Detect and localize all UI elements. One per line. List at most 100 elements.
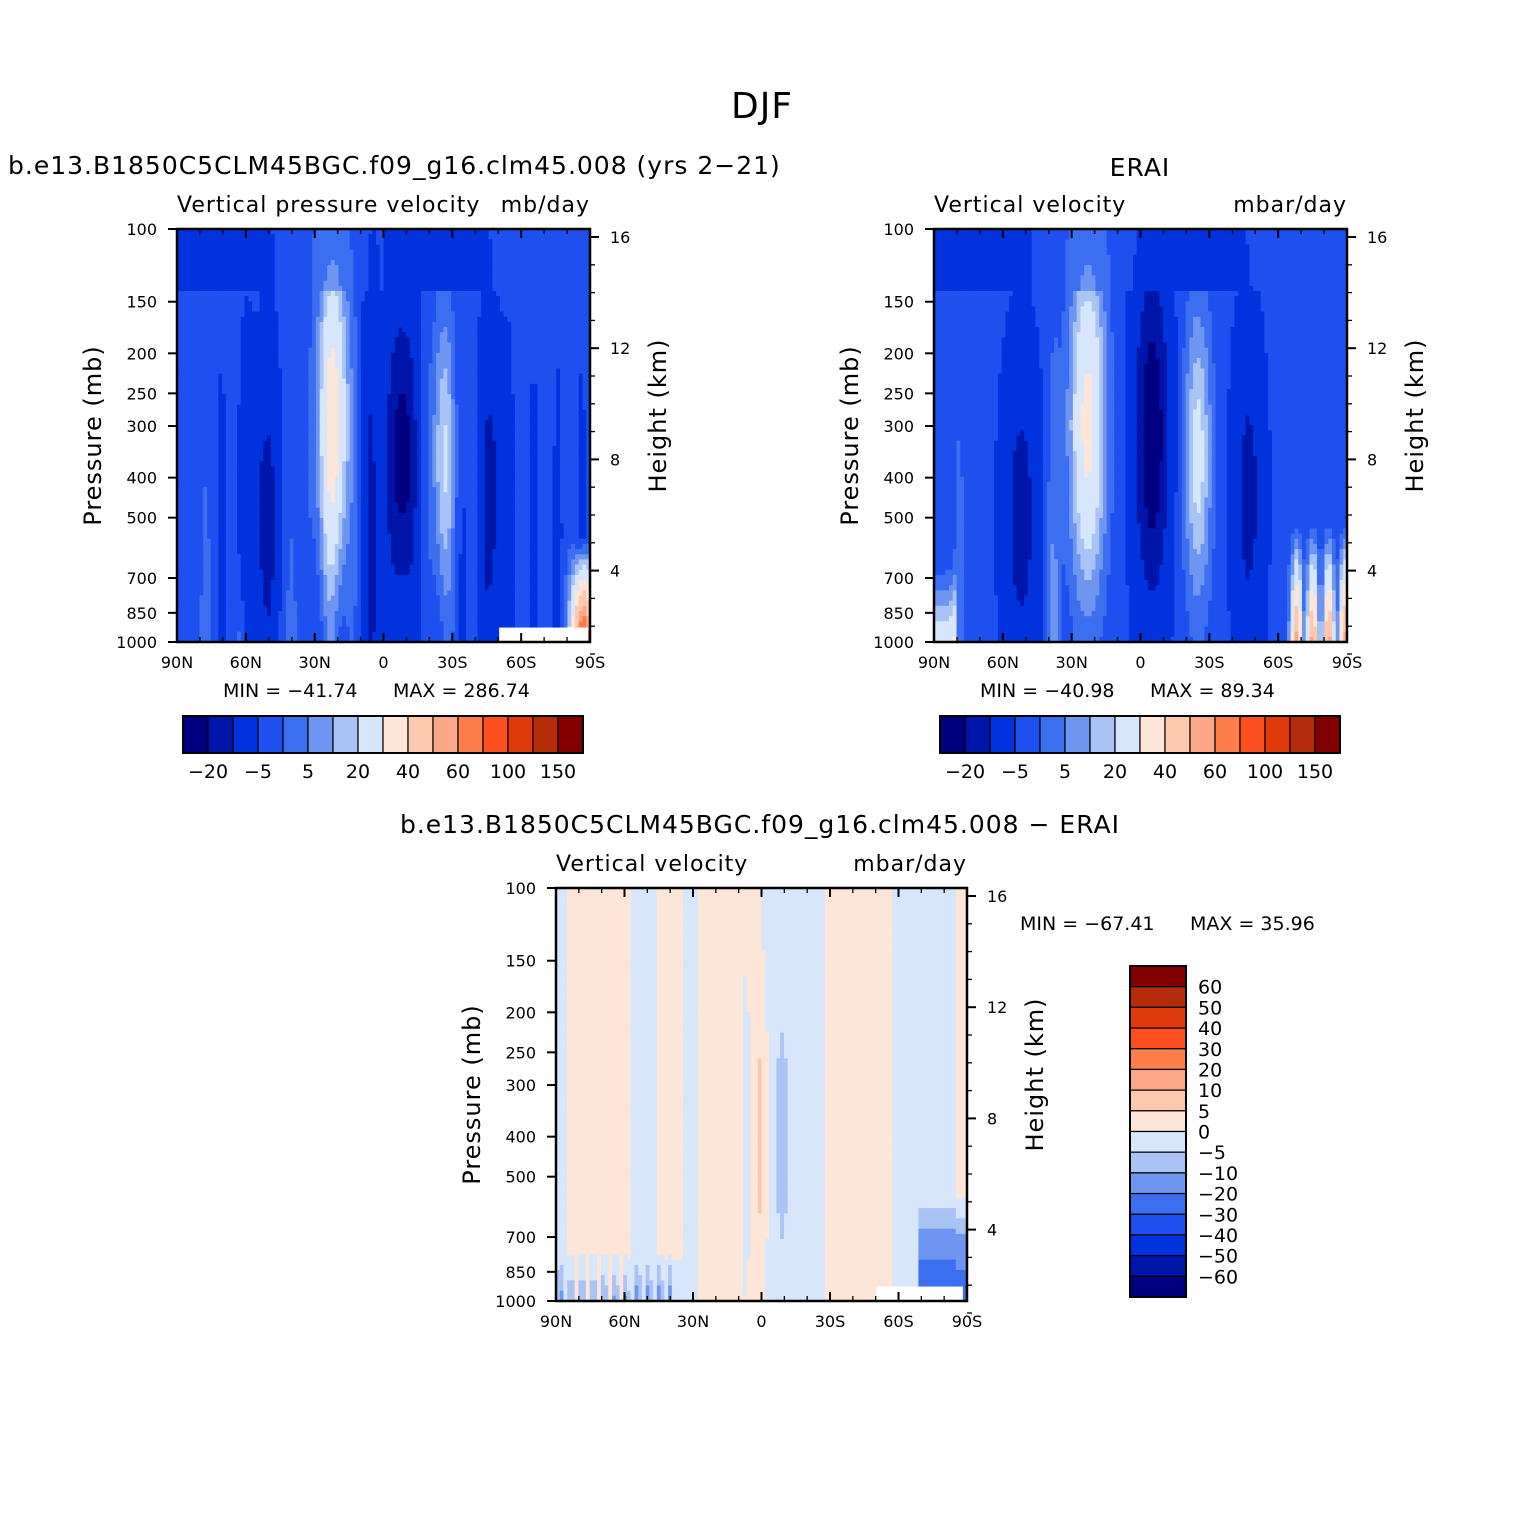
model-colorbar-label: −5 [244, 761, 272, 783]
missing-data-mask [877, 1287, 963, 1301]
model-units-label: mb/day [501, 193, 590, 218]
diff-xtick-label: 60S [883, 1312, 914, 1331]
diff-colorbar-label: 0 [1198, 1122, 1210, 1144]
model-colorbar-label: 20 [346, 761, 370, 783]
obs-colorbar-label: 5 [1059, 761, 1071, 783]
model-colorbar-swatch [408, 716, 433, 753]
obs-units-label: mbar/day [1233, 193, 1347, 218]
diff-colorbar-label: −30 [1198, 1204, 1238, 1226]
model-colorbar-swatch [508, 716, 533, 753]
obs-y2tick-label: 16 [1367, 228, 1387, 247]
obs-y2tick-label: 12 [1367, 339, 1387, 358]
obs-colorbar-swatch [1090, 716, 1115, 753]
obs-max-label: MAX = 89.34 [1150, 680, 1275, 702]
diff-colorbar-swatch [1130, 1256, 1186, 1277]
figure-canvas: 90N 60N 30N 0 30S 60S 90S100150200250300400500… [0, 0, 1524, 1524]
obs-colorbar-label: 100 [1247, 761, 1283, 783]
obs-colorbar-swatch [965, 716, 990, 753]
diff-ytick-label: 150 [505, 952, 536, 971]
obs-colorbar-swatch [1140, 716, 1165, 753]
model-y2tick-label: 4 [610, 562, 620, 581]
diff-field [556, 888, 968, 1302]
diff-ytick-label: 850 [505, 1263, 536, 1282]
model-colorbar-swatch [283, 716, 308, 753]
diff-colorbar-label: 50 [1198, 997, 1222, 1019]
model-colorbar-swatch [433, 716, 458, 753]
model-xtick-label: 0 [378, 653, 388, 672]
diff-ytick-label: 500 [505, 1168, 536, 1187]
model-variable-label: Vertical pressure velocity [177, 193, 480, 218]
diff-colorbar-swatch [1130, 1132, 1186, 1153]
obs-colorbar-swatch [1190, 716, 1215, 753]
model-colorbar-swatch [308, 716, 333, 753]
diff-colorbar-label: −50 [1198, 1246, 1238, 1268]
model-colorbar-label: 60 [446, 761, 470, 783]
model-colorbar-swatch [358, 716, 383, 753]
obs-colorbar: −20 −5 5 20 40 60 100 150 [940, 716, 1340, 783]
obs-y2label: Height (km) [1401, 339, 1429, 493]
obs-xtick-label: 90N [918, 653, 950, 672]
obs-ytick-label: 500 [883, 509, 914, 528]
model-colorbar-swatch [258, 716, 283, 753]
model-colorbar-swatch [483, 716, 508, 753]
obs-y2tick-label: 4 [1367, 562, 1377, 581]
diff-colorbar-swatch [1130, 1173, 1186, 1194]
obs-ytick-label: 400 [883, 469, 914, 488]
diff-colorbar-label: −40 [1198, 1225, 1238, 1247]
obs-ytick-label: 850 [883, 604, 914, 623]
obs-xtick-label: 30S [1194, 653, 1225, 672]
diff-colorbar-label: −10 [1198, 1163, 1238, 1185]
diff-ytick-label: 300 [505, 1076, 536, 1095]
obs-colorbar-label: 150 [1297, 761, 1333, 783]
diff-colorbar-label: −20 [1198, 1184, 1238, 1206]
model-y2tick-label: 16 [610, 228, 630, 247]
obs-xtick-label: 0 [1135, 653, 1145, 672]
diff-ytick-label: 100 [505, 879, 536, 898]
model-colorbar-label: 40 [396, 761, 420, 783]
model-xtick-label: 60N [230, 653, 262, 672]
obs-colorbar-swatch [1015, 716, 1040, 753]
diff-colorbar-swatch [1130, 1276, 1186, 1297]
obs-y2tick-label: 8 [1367, 450, 1377, 469]
obs-ytick-label: 300 [883, 417, 914, 436]
diff-ylabel: Pressure (mb) [458, 1004, 486, 1184]
figure: DJF b.e13.B1850C5CLM45BGC.f09_g16.clm45.… [0, 0, 1524, 1524]
model-xtick-label: 30N [299, 653, 331, 672]
diff-colorbar-label: −60 [1198, 1266, 1238, 1288]
obs-colorbar-swatch [1165, 716, 1190, 753]
obs-colorbar-swatch [1265, 716, 1290, 753]
diff-units-label: mbar/day [853, 852, 967, 877]
model-ytick-label: 250 [126, 384, 157, 403]
diff-y2tick-label: 8 [987, 1109, 997, 1128]
model-y2tick-label: 8 [610, 450, 620, 469]
obs-colorbar-swatch [1290, 716, 1315, 753]
model-ytick-label: 100 [126, 220, 157, 239]
obs-xtick-label: 60N [987, 653, 1019, 672]
obs-variable-label: Vertical velocity [934, 193, 1126, 218]
diff-colorbar-swatch [1130, 1069, 1186, 1090]
model-max-label: MAX = 286.74 [393, 680, 530, 702]
diff-colorbar-label: 5 [1198, 1101, 1210, 1123]
model-colorbar-swatch [208, 716, 233, 753]
diff-y2label: Height (km) [1021, 998, 1049, 1152]
model-ytick-label: 150 [126, 293, 157, 312]
diff-y2tick-label: 12 [987, 998, 1007, 1017]
diff-colorbar-label: 40 [1198, 1018, 1222, 1040]
model-ytick-label: 500 [126, 509, 157, 528]
model-colorbar: −20 −5 5 20 40 60 100 150 [183, 716, 583, 783]
model-ytick-label: 300 [126, 417, 157, 436]
diff-colorbar-swatch [1130, 1090, 1186, 1111]
model-ytick-label: 200 [126, 344, 157, 363]
diff-y2tick-label: 16 [987, 887, 1007, 906]
model-colorbar-label: 100 [490, 761, 526, 783]
diff-colorbar-swatch [1130, 1028, 1186, 1049]
diff-ytick-label: 1000 [495, 1292, 536, 1311]
diff-colorbar-swatch [1130, 966, 1186, 987]
diff-ytick-label: 700 [505, 1228, 536, 1247]
obs-colorbar-swatch [1215, 716, 1240, 753]
model-colorbar-swatch [558, 716, 583, 753]
diff-max-label: MAX = 35.96 [1190, 913, 1315, 935]
diff-colorbar-swatch [1130, 1235, 1186, 1256]
obs-xtick-label: 90S [1332, 653, 1363, 672]
diff-colorbar-swatch [1130, 1111, 1186, 1132]
